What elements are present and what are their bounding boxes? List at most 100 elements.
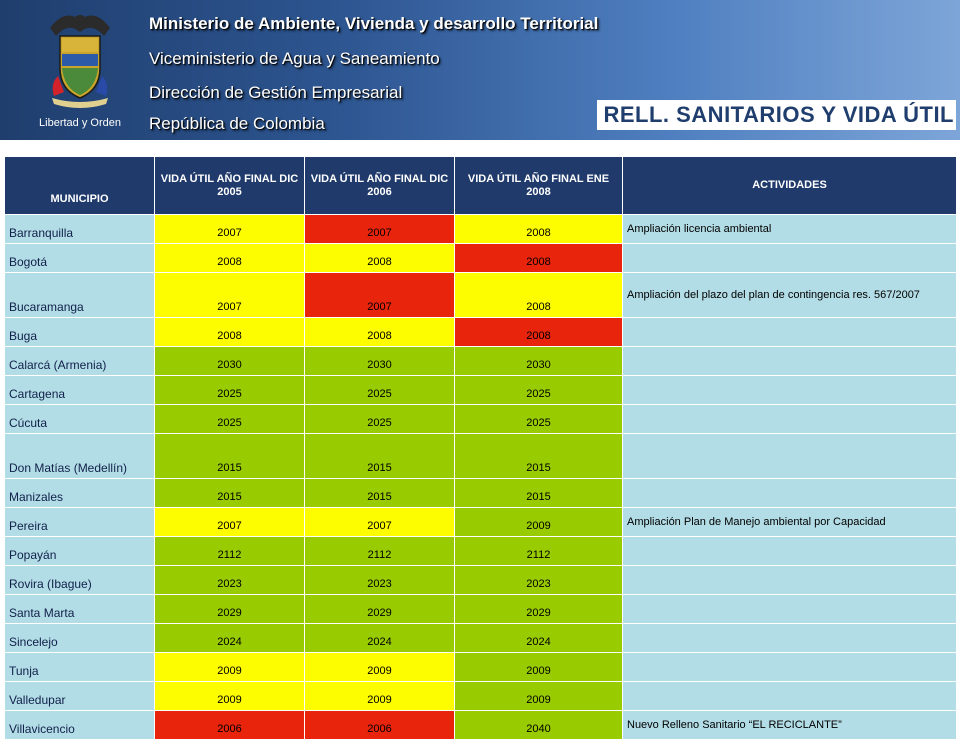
actividades-cell — [622, 594, 957, 624]
table-row: Cartagena 2025 2025 2025 — [4, 375, 957, 405]
year-2008-cell: 2008 — [454, 272, 623, 318]
year-2005-cell: 2009 — [154, 681, 305, 711]
year-2005-cell: 2006 — [154, 710, 305, 740]
municipio-cell: Sincelejo — [4, 623, 155, 653]
actividades-cell: Ampliación del plazo del plan de conting… — [622, 272, 957, 318]
year-2006-cell: 2024 — [304, 623, 455, 653]
col-header-actividades: ACTIVIDADES — [622, 156, 957, 215]
year-2006-cell: 2009 — [304, 652, 455, 682]
municipio-cell: Manizales — [4, 478, 155, 508]
year-2005-cell: 2008 — [154, 317, 305, 347]
table-row: Santa Marta 2029 2029 2029 — [4, 594, 957, 624]
year-2006-cell: 2007 — [304, 214, 455, 244]
year-2005-cell: 2008 — [154, 243, 305, 273]
table-row: Rovira (Ibague) 2023 2023 2023 — [4, 565, 957, 595]
col-header-municipio: MUNICIPIO — [4, 156, 155, 215]
table-row: Manizales 2015 2015 2015 — [4, 478, 957, 508]
directorate-name: Dirección de Gestión Empresarial — [149, 83, 403, 102]
year-2006-cell: 2006 — [304, 710, 455, 740]
col-header-dic-2005: VIDA ÚTIL AÑO FINAL DIC 2005 — [154, 156, 305, 215]
table-row: Bucaramanga 2007 2007 2008 Ampliación del pl… — [4, 272, 957, 318]
actividades-cell — [622, 681, 957, 711]
municipio-cell: Buga — [4, 317, 155, 347]
municipio-cell: Rovira (Ibague) — [4, 565, 155, 595]
year-2008-cell: 2025 — [454, 375, 623, 405]
year-2008-cell: 2009 — [454, 507, 623, 537]
year-2008-cell: 2015 — [454, 478, 623, 508]
municipio-cell: Barranquilla — [4, 214, 155, 244]
municipio-cell: Cartagena — [4, 375, 155, 405]
year-2005-cell: 2025 — [154, 404, 305, 434]
municipio-cell: Bogotá — [4, 243, 155, 273]
actividades-cell: Nuevo Relleno Sanitario “EL RECICLANTE” — [622, 710, 957, 740]
actividades-cell — [622, 346, 957, 376]
municipio-cell: Popayán — [4, 536, 155, 566]
year-2006-cell: 2025 — [304, 404, 455, 434]
year-2005-cell: 2007 — [154, 214, 305, 244]
actividades-cell — [622, 478, 957, 508]
year-2005-cell: 2025 — [154, 375, 305, 405]
actividades-cell — [622, 433, 957, 479]
year-2008-cell: 2008 — [454, 317, 623, 347]
actividades-cell: Ampliación Plan de Manejo ambiental por … — [622, 507, 957, 537]
year-2008-cell: 2025 — [454, 404, 623, 434]
country-name: República de Colombia — [149, 114, 325, 133]
header-banner: Libertad y Orden Ministerio de Ambiente,… — [0, 0, 960, 140]
year-2005-cell: 2007 — [154, 507, 305, 537]
year-2006-cell: 2015 — [304, 478, 455, 508]
col-header-dic-2006: VIDA ÚTIL AÑO FINAL DIC 2006 — [304, 156, 455, 215]
year-2005-cell: 2112 — [154, 536, 305, 566]
table-row: Sincelejo 2024 2024 2024 — [4, 623, 957, 653]
actividades-cell — [622, 652, 957, 682]
actividades-cell — [622, 565, 957, 595]
actividades-cell — [622, 404, 957, 434]
actividades-cell — [622, 536, 957, 566]
landfill-table: MUNICIPIO VIDA ÚTIL AÑO FINAL DIC 2005 V… — [4, 156, 957, 740]
municipio-cell: Cúcuta — [4, 404, 155, 434]
table-row: Bogotá 2008 2008 2008 — [4, 243, 957, 273]
year-2006-cell: 2008 — [304, 317, 455, 347]
table-row: Popayán 2112 2112 2112 — [4, 536, 957, 566]
year-2006-cell: 2007 — [304, 507, 455, 537]
emblem-caption: Libertad y Orden — [39, 117, 121, 129]
actividades-cell: Ampliación licencia ambiental — [622, 214, 957, 244]
municipio-cell: Villavicencio — [4, 710, 155, 740]
table-row: Pereira 2007 2007 2009 Ampliación Plan de Ma… — [4, 507, 957, 537]
year-2005-cell: 2015 — [154, 433, 305, 479]
actividades-cell — [622, 375, 957, 405]
year-2008-cell: 2008 — [454, 214, 623, 244]
year-2005-cell: 2029 — [154, 594, 305, 624]
year-2005-cell: 2030 — [154, 346, 305, 376]
actividades-cell — [622, 623, 957, 653]
actividades-cell — [622, 243, 957, 273]
year-2006-cell: 2023 — [304, 565, 455, 595]
year-2006-cell: 2008 — [304, 243, 455, 273]
table-row: Cúcuta 2025 2025 2025 — [4, 404, 957, 434]
page-title: RELL. SANITARIOS Y VIDA ÚTIL — [597, 100, 956, 130]
ministry-name: Ministerio de Ambiente, Vivienda y desar… — [149, 14, 599, 33]
municipio-cell: Bucaramanga — [4, 272, 155, 318]
municipio-cell: Tunja — [4, 652, 155, 682]
year-2008-cell: 2009 — [454, 652, 623, 682]
table-row: Don Matías (Medellín) 2015 2015 2015 — [4, 433, 957, 479]
year-2006-cell: 2030 — [304, 346, 455, 376]
table-row: Barranquilla 2007 2007 2008 Ampliación licen… — [4, 214, 957, 244]
year-2005-cell: 2024 — [154, 623, 305, 653]
year-2005-cell: 2015 — [154, 478, 305, 508]
year-2005-cell: 2007 — [154, 272, 305, 318]
year-2008-cell: 2030 — [454, 346, 623, 376]
year-2006-cell: 2029 — [304, 594, 455, 624]
table-row: Tunja 2009 2009 2009 — [4, 652, 957, 682]
year-2008-cell: 2015 — [454, 433, 623, 479]
year-2008-cell: 2023 — [454, 565, 623, 595]
year-2008-cell: 2008 — [454, 243, 623, 273]
coat-of-arms-icon: Libertad y Orden — [39, 15, 121, 129]
municipio-cell: Santa Marta — [4, 594, 155, 624]
year-2005-cell: 2023 — [154, 565, 305, 595]
vice-ministry-name: Viceministerio de Agua y Saneamiento — [149, 49, 440, 68]
table-row: Valledupar 2009 2009 2009 — [4, 681, 957, 711]
table-row: Calarcá (Armenia) 2030 2030 2030 — [4, 346, 957, 376]
year-2005-cell: 2009 — [154, 652, 305, 682]
municipio-cell: Pereira — [4, 507, 155, 537]
col-header-ene-2008: VIDA ÚTIL AÑO FINAL ENE 2008 — [454, 156, 623, 215]
